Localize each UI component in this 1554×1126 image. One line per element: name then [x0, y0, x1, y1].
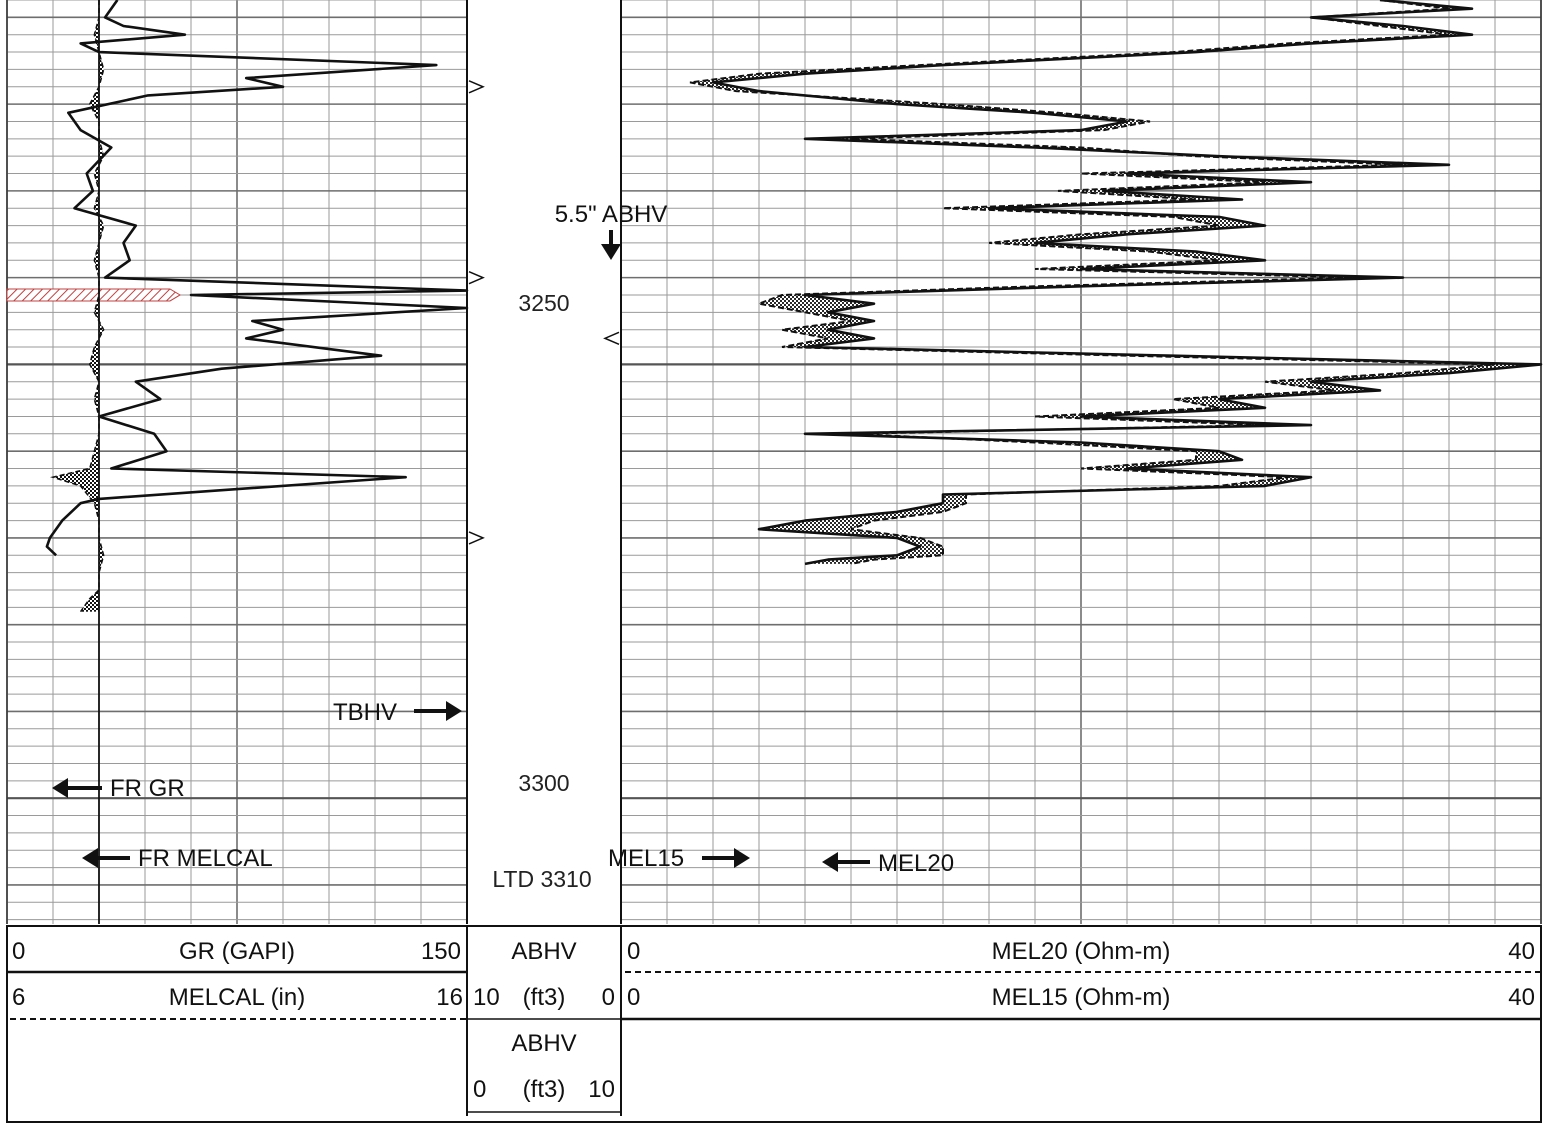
- melcal-curve: [49, 0, 105, 613]
- abhv-bottom-scale-right: 10: [588, 1076, 615, 1103]
- abhv-tick-marker: [468, 270, 485, 285]
- mel15-curve-name: MEL15 (Ohm-m): [992, 984, 1171, 1011]
- depth-label-ltd: LTD 3310: [492, 866, 591, 892]
- mel20-curve: [689, 0, 1496, 565]
- melcal-scale-left: 6: [12, 984, 25, 1011]
- abhv-bottom-unit: (ft3): [523, 1076, 566, 1103]
- gr-curve: [45, 0, 469, 557]
- mel20-scale-left: 0: [627, 938, 640, 965]
- abhv-tick-marker: [468, 80, 485, 94]
- gr-curve-name: GR (GAPI): [179, 938, 295, 965]
- grid: [6, 0, 1542, 924]
- arrow-left-icon: [822, 852, 870, 872]
- abhv-top-unit: (ft3): [523, 984, 566, 1011]
- arrow-left-icon: [52, 778, 102, 798]
- annotation-fr-melcal: FR MELCAL: [138, 845, 273, 872]
- annotation-mel20: MEL20: [878, 850, 954, 877]
- gr-scale-right: 150: [421, 938, 461, 965]
- mel20-curve-name: MEL20 (Ohm-m): [992, 938, 1171, 965]
- curves: [45, 0, 1543, 924]
- mel15-scale-right: 40: [1508, 984, 1535, 1011]
- mel15-curve: [711, 0, 1543, 566]
- depth-label-3300: 3300: [518, 770, 569, 796]
- abhv-tick-marker: [603, 331, 620, 346]
- mel-separation-fill: [690, 0, 1541, 564]
- abhv-top-scale-right: 0: [602, 984, 615, 1011]
- abhv-top-name: ABHV: [511, 938, 576, 965]
- legend-panel: 0 GR (GAPI) 150 6 MELCAL (in) 16 ABHV 10…: [6, 925, 1542, 1123]
- melcal-curve-name: MELCAL (in): [169, 984, 305, 1011]
- annotation-tbhv: TBHV: [333, 699, 397, 726]
- hatched-interval: [6, 288, 181, 302]
- arrow-left-icon: [82, 848, 130, 868]
- melcal-scale-right: 16: [436, 984, 463, 1011]
- track-markers: [468, 80, 620, 545]
- gr-scale-left: 0: [12, 938, 25, 965]
- arrow-right-icon: [702, 848, 750, 868]
- abhv-top-scale-left: 10: [473, 984, 500, 1011]
- abhv-tick-marker: [468, 531, 485, 545]
- mel20-scale-right: 40: [1508, 938, 1535, 965]
- annotation-mel15: MEL15: [608, 845, 684, 872]
- arrow-down-icon: [601, 230, 621, 260]
- arrow-right-icon: [414, 701, 462, 721]
- annotation-abhv: 5.5" ABHV: [555, 201, 668, 228]
- annotation-fr-gr: FR GR: [110, 775, 185, 802]
- abhv-bottom-scale-left: 0: [473, 1076, 486, 1103]
- mel15-scale-left: 0: [627, 984, 640, 1011]
- abhv-bottom-name: ABHV: [511, 1030, 576, 1057]
- depth-label-3250: 3250: [518, 290, 569, 316]
